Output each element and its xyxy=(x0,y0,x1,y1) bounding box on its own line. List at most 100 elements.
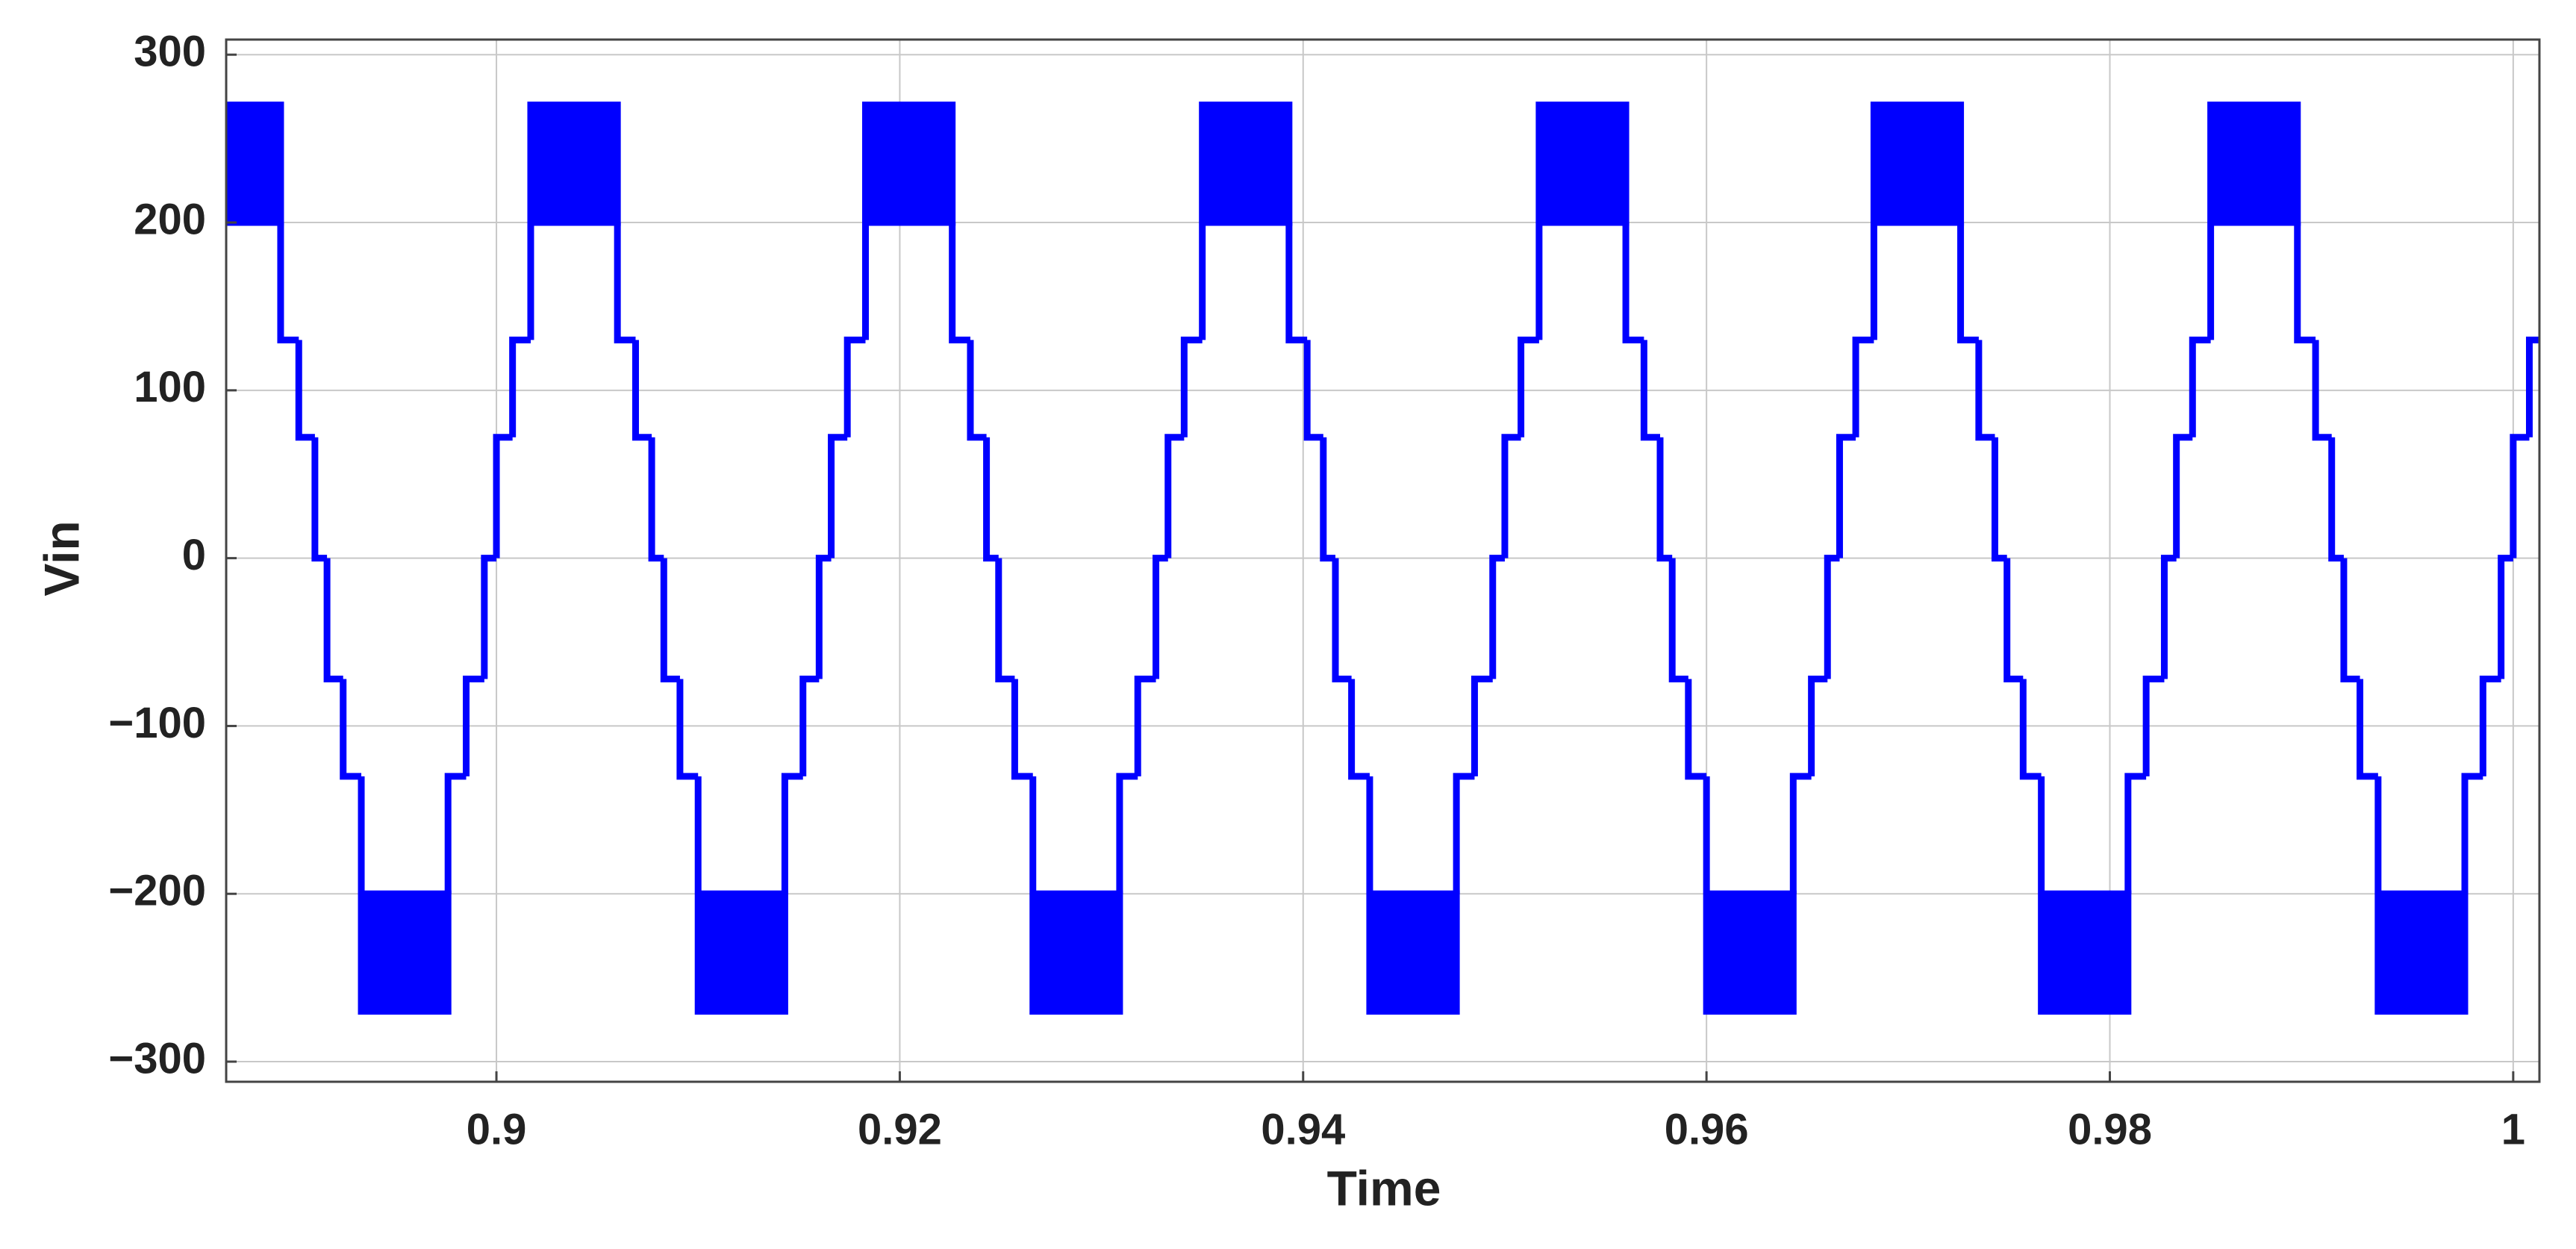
level-segment xyxy=(1836,434,1856,558)
tick-labels: 0.9 0.92 0.94 0.96 0.98 1 −300 −200 −100 0 100 200 3… xyxy=(108,28,2525,1154)
x-axis-label: Time xyxy=(1327,1160,1441,1215)
level-segment xyxy=(660,558,680,682)
level-segment xyxy=(1668,558,1688,682)
level-segment xyxy=(1489,555,1505,679)
level-segment xyxy=(2328,437,2344,562)
x-tick-label: 0.92 xyxy=(858,1105,942,1153)
level-segment xyxy=(1957,222,1979,343)
y-axis-label: Vin xyxy=(34,520,89,596)
y-tick-label: 200 xyxy=(134,195,206,243)
level-segment xyxy=(1685,679,1707,780)
pwm-band xyxy=(1703,776,1797,1015)
level-segment xyxy=(1992,437,2007,562)
level-segment xyxy=(1789,773,1812,894)
level-segment xyxy=(1808,675,1828,776)
level-segment xyxy=(828,434,848,558)
pwm-band xyxy=(226,102,284,226)
level-segment xyxy=(2124,773,2147,894)
level-segment xyxy=(967,340,987,441)
level-segment xyxy=(1501,434,1521,558)
level-segment xyxy=(1153,555,1168,679)
level-segment xyxy=(2160,555,2177,679)
level-segment xyxy=(463,675,484,776)
level-segment xyxy=(2510,434,2530,558)
level-segment xyxy=(2340,558,2360,682)
level-segment xyxy=(1824,555,1840,679)
plot-area xyxy=(226,102,2539,1015)
x-tick-label: 1 xyxy=(2501,1105,2525,1153)
level-segment xyxy=(2142,675,2165,776)
pwm-band xyxy=(1366,776,1460,1015)
level-segment xyxy=(2498,555,2513,679)
level-segment xyxy=(1116,773,1138,894)
level-segment xyxy=(509,336,531,437)
level-segment xyxy=(323,558,343,682)
pwm-band xyxy=(358,776,452,1015)
level-segment xyxy=(1518,336,1539,437)
level-segment xyxy=(340,679,362,780)
level-segment xyxy=(1453,773,1475,894)
x-tick-label: 0.94 xyxy=(1261,1105,1345,1153)
level-segment xyxy=(1332,558,1352,682)
level-segment xyxy=(493,434,513,558)
level-segment xyxy=(983,437,999,562)
level-segment xyxy=(949,222,970,343)
level-segment xyxy=(311,437,328,562)
pwm-band xyxy=(1535,102,1630,340)
level-segment xyxy=(2189,336,2211,437)
level-segment xyxy=(1164,434,1185,558)
level-segment xyxy=(1303,340,1323,441)
level-segment xyxy=(1348,679,1370,780)
x-tick-label: 0.96 xyxy=(1665,1105,1749,1153)
level-segment xyxy=(1134,675,1156,776)
pwm-band xyxy=(694,776,788,1015)
level-segment xyxy=(781,773,803,894)
level-segment xyxy=(444,773,467,894)
level-segment xyxy=(799,675,820,776)
level-segment xyxy=(1656,437,1673,562)
pwm-band xyxy=(2207,102,2301,340)
level-segment xyxy=(1640,340,1660,441)
pwm-band xyxy=(1870,102,1965,340)
level-segment xyxy=(843,336,866,437)
y-tick-label: −100 xyxy=(108,699,206,747)
level-segment xyxy=(648,437,664,562)
grid xyxy=(226,40,2539,1082)
level-segment xyxy=(1011,679,1033,780)
level-segment xyxy=(2294,222,2316,343)
y-tick-label: 300 xyxy=(134,28,206,76)
pwm-band xyxy=(1199,102,1293,340)
level-segment xyxy=(277,222,299,343)
level-segment xyxy=(614,222,636,343)
level-segment xyxy=(2461,773,2483,894)
y-tick-label: 0 xyxy=(182,531,206,579)
level-segment xyxy=(1471,675,1493,776)
level-segment xyxy=(1285,222,1308,343)
level-segment xyxy=(2312,340,2332,441)
level-segment xyxy=(676,679,699,780)
level-segment xyxy=(2357,679,2378,780)
x-tick-label: 0.98 xyxy=(2068,1105,2152,1153)
level-segment xyxy=(2525,336,2539,437)
level-segment xyxy=(1975,340,1995,441)
level-segment xyxy=(631,340,652,441)
level-segment xyxy=(295,340,315,441)
level-segment xyxy=(1320,437,1336,562)
y-tick-label: −200 xyxy=(108,867,206,915)
axes-frame xyxy=(225,38,2541,1083)
level-segment xyxy=(1852,336,1874,437)
level-segment xyxy=(2479,675,2501,776)
pwm-band xyxy=(861,102,956,340)
y-tick-label: 100 xyxy=(134,363,206,411)
level-segment xyxy=(815,555,832,679)
level-segment xyxy=(1180,336,1203,437)
level-segment xyxy=(2019,679,2042,780)
level-segment xyxy=(2003,558,2024,682)
pwm-band xyxy=(527,102,621,340)
level-segment xyxy=(2173,434,2193,558)
pwm-band xyxy=(2374,776,2469,1015)
level-segment xyxy=(995,558,1015,682)
x-tick-label: 0.9 xyxy=(467,1105,527,1153)
y-tick-label: −300 xyxy=(108,1034,206,1083)
